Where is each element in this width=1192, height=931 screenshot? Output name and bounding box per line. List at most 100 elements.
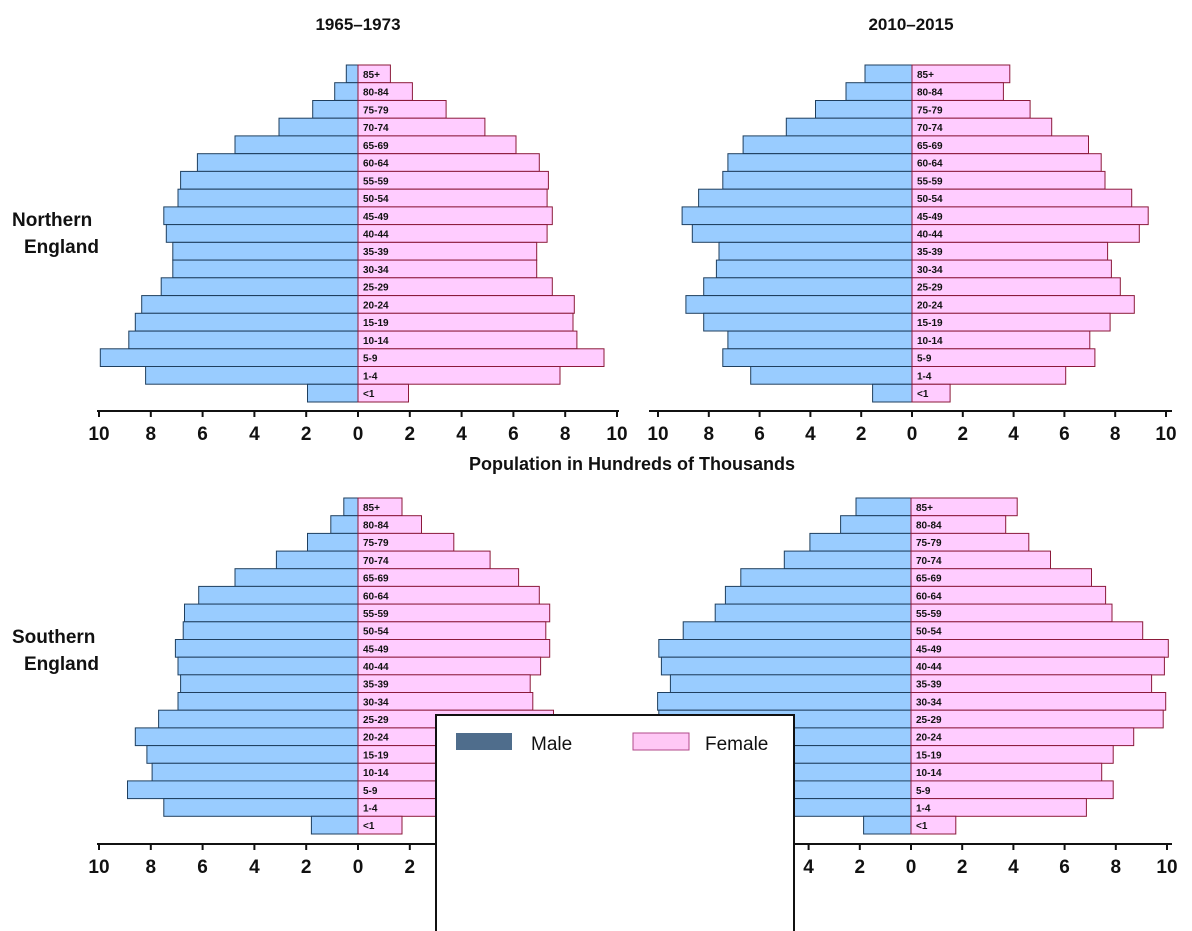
age-label-20-24: 20-24 xyxy=(363,300,389,311)
x-tick-label: 10 xyxy=(88,424,109,445)
x-tick-label: 10 xyxy=(88,857,109,878)
male-bar-10-14 xyxy=(727,330,913,350)
male-bar-1-4 xyxy=(163,798,359,817)
female-bar-30-34 xyxy=(910,692,1167,711)
male-bar-35-39 xyxy=(669,674,912,693)
age-label-65-69: 65-69 xyxy=(917,141,943,152)
male-bar-5-9 xyxy=(722,348,913,367)
pyramid-panel: 85+80-8475-7970-7465-6960-6455-5950-5445… xyxy=(647,64,1177,445)
male-bar-lt1 xyxy=(307,383,359,403)
male-bar-15-19 xyxy=(134,312,359,332)
age-label-70-74: 70-74 xyxy=(917,123,943,134)
male-bar-85plus xyxy=(864,64,913,84)
age-label-85plus: 85+ xyxy=(363,70,380,81)
pyramid-panel: 85+80-8475-7970-7465-6960-6455-5950-5445… xyxy=(644,497,1178,878)
age-label-25-29: 25-29 xyxy=(363,715,389,726)
x-tick-label: 10 xyxy=(606,424,627,445)
age-label-1-4: 1-4 xyxy=(363,804,378,815)
male-bar-40-44 xyxy=(177,656,359,676)
female-bar-10-14 xyxy=(357,330,578,350)
female-bar-lt1 xyxy=(911,383,951,403)
age-label-30-34: 30-34 xyxy=(363,265,389,276)
male-bar-35-39 xyxy=(180,674,359,693)
female-bar-40-44 xyxy=(910,656,1165,676)
male-bar-50-54 xyxy=(698,188,913,208)
male-bar-25-29 xyxy=(158,709,359,729)
age-label-40-44: 40-44 xyxy=(363,662,389,673)
age-label-15-19: 15-19 xyxy=(916,750,942,761)
age-label-lt1: <1 xyxy=(363,821,375,832)
age-label-25-29: 25-29 xyxy=(363,283,389,294)
male-bar-15-19 xyxy=(703,312,913,332)
age-label-85plus: 85+ xyxy=(363,503,380,514)
x-tick-label: 2 xyxy=(405,857,416,878)
age-label-10-14: 10-14 xyxy=(363,768,389,779)
male-bar-65-69 xyxy=(740,568,912,587)
age-label-70-74: 70-74 xyxy=(363,556,389,567)
age-label-40-44: 40-44 xyxy=(363,230,389,241)
female-bar-20-24 xyxy=(357,295,575,314)
male-bar-1-4 xyxy=(145,366,359,385)
age-label-80-84: 80-84 xyxy=(916,521,942,532)
male-bar-55-59 xyxy=(184,603,359,623)
male-bar-35-39 xyxy=(172,241,359,261)
male-bar-35-39 xyxy=(718,241,913,261)
age-label-55-59: 55-59 xyxy=(363,176,389,187)
age-label-15-19: 15-19 xyxy=(917,318,943,329)
x-tick-label: 4 xyxy=(803,857,814,878)
age-label-45-49: 45-49 xyxy=(363,644,389,655)
x-tick-label: 6 xyxy=(508,424,519,445)
male-bar-30-34 xyxy=(657,692,912,711)
female-bar-20-24 xyxy=(911,295,1135,314)
age-label-15-19: 15-19 xyxy=(363,318,389,329)
male-bar-5-9 xyxy=(99,348,359,367)
age-label-45-49: 45-49 xyxy=(916,644,942,655)
x-tick-label: 10 xyxy=(1155,424,1176,445)
age-label-25-29: 25-29 xyxy=(916,715,942,726)
female-bar-45-49 xyxy=(911,206,1149,226)
column-title-1965-1973: 1965–1973 xyxy=(315,15,400,34)
age-label-60-64: 60-64 xyxy=(363,159,389,170)
x-tick-label: 2 xyxy=(855,857,866,878)
female-bar-50-54 xyxy=(910,621,1144,640)
male-bar-lt1 xyxy=(863,815,912,835)
age-label-60-64: 60-64 xyxy=(916,591,942,602)
x-axis-title: Population in Hundreds of Thousands xyxy=(469,454,795,474)
x-tick-label: 8 xyxy=(560,424,571,445)
age-label-5-9: 5-9 xyxy=(363,786,378,797)
male-bar-50-54 xyxy=(682,621,912,640)
male-bar-60-64 xyxy=(196,153,359,172)
x-tick-label: 4 xyxy=(805,424,816,445)
age-label-50-54: 50-54 xyxy=(363,627,389,638)
age-label-75-79: 75-79 xyxy=(917,105,943,116)
male-bar-75-79 xyxy=(815,100,913,119)
male-bar-30-34 xyxy=(177,692,359,711)
age-label-60-64: 60-64 xyxy=(917,159,943,170)
legend-female-label: Female xyxy=(705,734,768,755)
female-bar-1-4 xyxy=(910,798,1087,817)
x-tick-label: 6 xyxy=(754,424,765,445)
male-bar-85plus xyxy=(343,497,359,517)
male-bar-60-64 xyxy=(724,585,912,605)
age-label-80-84: 80-84 xyxy=(363,88,389,99)
male-bar-5-9 xyxy=(127,780,359,800)
age-label-35-39: 35-39 xyxy=(363,247,389,258)
x-tick-label: 6 xyxy=(197,857,208,878)
column-title-2010-2015: 2010–2015 xyxy=(868,15,953,34)
age-label-40-44: 40-44 xyxy=(917,230,943,241)
male-bar-25-29 xyxy=(160,277,359,296)
male-bar-55-59 xyxy=(714,603,912,623)
age-label-10-14: 10-14 xyxy=(916,768,942,779)
x-tick-label: 0 xyxy=(906,857,917,878)
male-bar-10-14 xyxy=(128,330,359,350)
x-tick-label: 4 xyxy=(1008,424,1019,445)
age-label-70-74: 70-74 xyxy=(916,556,942,567)
x-tick-label: 4 xyxy=(1008,857,1019,878)
age-label-85plus: 85+ xyxy=(916,503,933,514)
age-label-30-34: 30-34 xyxy=(363,697,389,708)
male-bar-45-49 xyxy=(658,639,912,658)
male-bar-25-29 xyxy=(703,277,913,296)
x-tick-label: 4 xyxy=(249,424,260,445)
male-bar-60-64 xyxy=(727,153,913,172)
